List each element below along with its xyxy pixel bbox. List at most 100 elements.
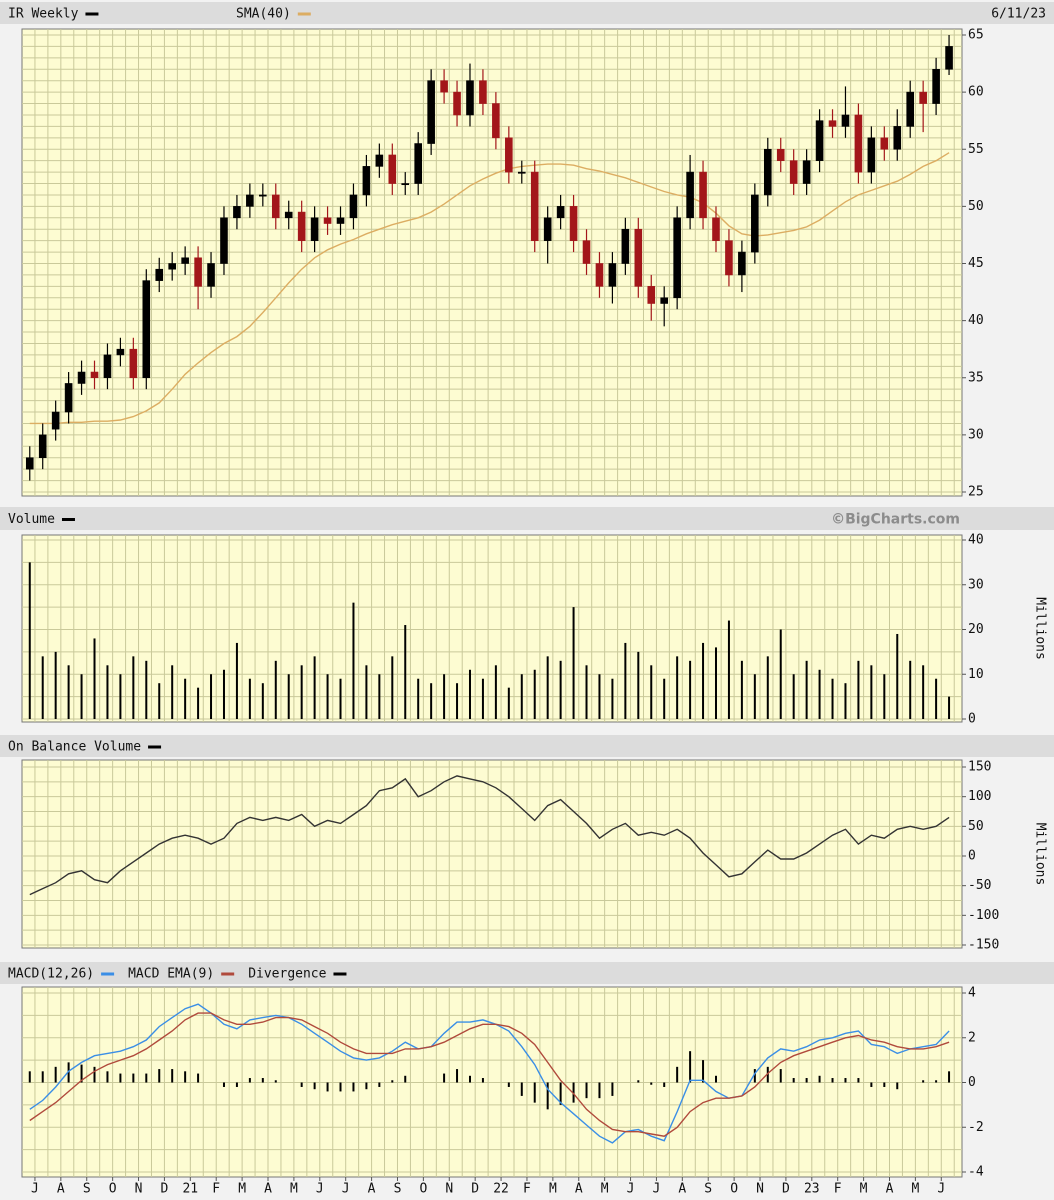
x-tick-label: J	[316, 1182, 324, 1197]
x-tick-label: J	[342, 1182, 350, 1197]
volume-bar	[287, 674, 290, 719]
volume-bar	[559, 660, 562, 719]
y-tick-label: 50	[968, 819, 984, 834]
x-tick-label: M	[860, 1182, 868, 1197]
volume-bar	[494, 665, 497, 719]
volume-bar	[41, 656, 44, 719]
x-tick-label: N	[135, 1182, 143, 1197]
volume-bar	[93, 638, 96, 719]
volume-bar	[909, 660, 912, 719]
volume-bar	[585, 665, 588, 719]
volume-bar	[339, 678, 342, 719]
x-tick-label: 23	[804, 1182, 820, 1197]
volume-bar	[158, 683, 161, 719]
y-tick-label: 45	[968, 256, 984, 271]
volume-bar	[572, 607, 575, 719]
candle-body	[129, 348, 138, 379]
legend-label: SMA(40)	[236, 7, 291, 22]
candle-body	[375, 154, 384, 167]
volume-bar	[404, 625, 407, 719]
volume-bar	[533, 669, 536, 719]
volume-bar	[792, 674, 795, 719]
candle-body	[789, 160, 798, 184]
candle-body	[621, 228, 630, 264]
volume-bar	[222, 669, 225, 719]
y-tick-label: 20	[968, 622, 984, 637]
x-tick-label: A	[57, 1182, 65, 1197]
candle-body	[738, 251, 746, 276]
x-tick-label: M	[238, 1182, 246, 1197]
candle-body	[556, 206, 565, 219]
volume-bar	[261, 683, 264, 719]
x-tick-label: N	[445, 1182, 453, 1197]
x-tick-label: D	[782, 1182, 790, 1197]
volume-bar	[779, 629, 782, 719]
y-tick-label: -2	[968, 1120, 984, 1135]
candle-body	[233, 206, 241, 219]
legend-label: MACD(12,26)	[8, 967, 94, 982]
candle-body	[660, 297, 669, 304]
panel-title: On Balance Volume	[8, 740, 141, 755]
x-tick-label: D	[161, 1182, 169, 1197]
candle-body	[751, 194, 759, 253]
volume-bar	[676, 656, 679, 719]
volume-bar	[365, 665, 368, 719]
y-tick-label: -150	[968, 938, 999, 953]
y-tick-label: -50	[968, 878, 991, 893]
volume-bar	[831, 678, 834, 719]
y-tick-label: 0	[968, 712, 976, 727]
candle-body	[297, 211, 306, 241]
volume-bar	[883, 674, 886, 719]
candle-body	[401, 183, 410, 186]
candle-body	[699, 171, 707, 219]
candle-body	[38, 434, 47, 459]
candle-body	[362, 166, 371, 196]
x-tick-label: O	[109, 1182, 117, 1197]
x-tick-label: S	[83, 1182, 91, 1197]
plot-area	[21, 28, 963, 497]
candle-body	[427, 80, 435, 144]
y-tick-label: 150	[968, 760, 991, 775]
candle-body	[246, 194, 254, 207]
y-tick-label: 50	[968, 199, 984, 214]
candle-body	[893, 126, 902, 150]
volume-bar	[935, 678, 938, 719]
candle-body	[440, 80, 448, 93]
candle-body	[25, 457, 34, 470]
candle-body	[725, 240, 733, 276]
y-tick-label: 25	[968, 485, 984, 500]
candle-body	[90, 371, 99, 379]
y-tick-label: -4	[968, 1165, 984, 1180]
volume-bar	[507, 687, 510, 719]
candle-body	[207, 263, 215, 287]
legend-label: Divergence	[248, 967, 326, 982]
candle-body	[142, 280, 151, 379]
volume-bar	[468, 669, 471, 719]
x-tick-label: D	[471, 1182, 479, 1197]
candle-body	[530, 171, 539, 241]
volume-bar	[857, 660, 860, 719]
volume-bar	[313, 656, 316, 719]
volume-bar	[714, 647, 717, 719]
volume-bar	[896, 633, 899, 719]
volume-bar	[171, 665, 174, 719]
candle-body	[517, 171, 526, 174]
x-tick-label: J	[31, 1182, 39, 1197]
candle-body	[64, 383, 73, 413]
volume-bar	[611, 678, 614, 719]
volume-bar	[870, 665, 873, 719]
candle-body	[168, 263, 176, 270]
x-tick-label: F	[212, 1182, 220, 1197]
y-tick-label: 100	[968, 789, 991, 804]
candle-body	[336, 217, 345, 224]
candle-body	[673, 217, 681, 299]
volume-bar	[417, 678, 420, 719]
candle-body	[932, 68, 940, 104]
volume-bar	[352, 602, 355, 719]
x-tick-label: J	[937, 1182, 945, 1197]
candle-body	[220, 217, 228, 264]
candle-body	[776, 148, 785, 161]
volume-bar	[689, 660, 692, 719]
